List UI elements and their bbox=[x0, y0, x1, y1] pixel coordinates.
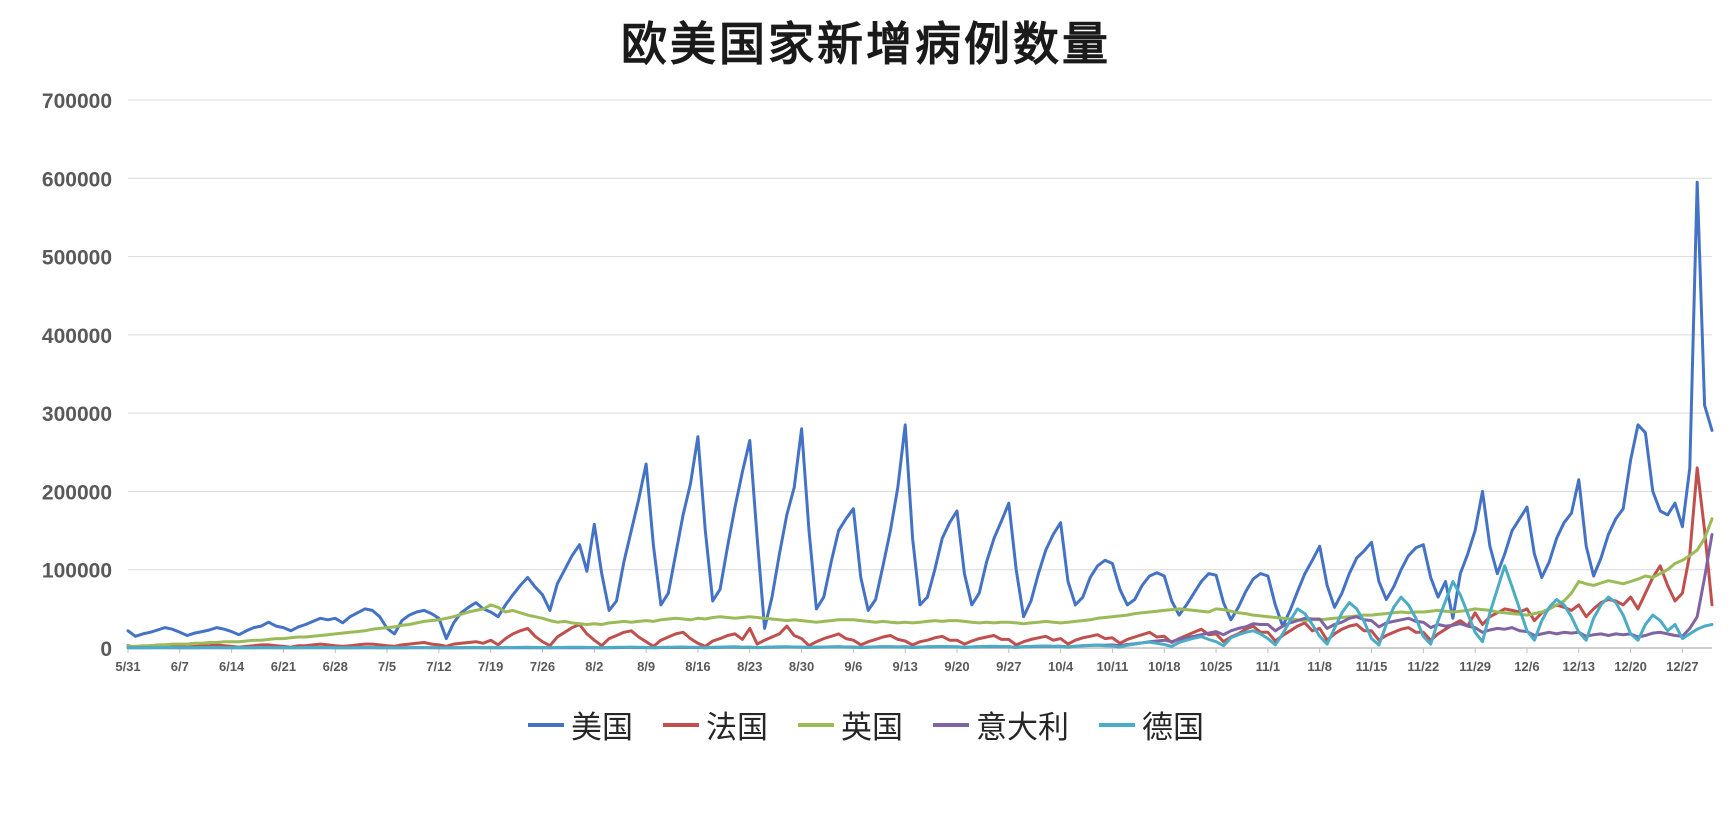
series-line-uk bbox=[126, 517, 1714, 648]
svg-text:9/27: 9/27 bbox=[996, 659, 1021, 674]
chart-title: 欧美国家新增病例数量 bbox=[621, 18, 1111, 70]
svg-text:11/22: 11/22 bbox=[1407, 659, 1439, 674]
svg-text:500000: 500000 bbox=[42, 247, 112, 270]
legend-item-germany: 德国 bbox=[1099, 702, 1204, 747]
svg-text:8/2: 8/2 bbox=[585, 659, 603, 674]
legend-item-france: 法国 bbox=[663, 702, 768, 747]
legend-label-usa: 美国 bbox=[571, 710, 633, 745]
svg-text:12/27: 12/27 bbox=[1666, 659, 1699, 674]
svg-text:7/5: 7/5 bbox=[378, 659, 396, 674]
svg-text:7/19: 7/19 bbox=[478, 659, 503, 674]
svg-text:8/30: 8/30 bbox=[789, 659, 814, 674]
legend-swatch-france bbox=[663, 722, 699, 727]
svg-text:10/11: 10/11 bbox=[1097, 659, 1129, 674]
svg-text:11/29: 11/29 bbox=[1459, 659, 1491, 674]
svg-text:12/6: 12/6 bbox=[1514, 659, 1539, 674]
svg-text:8/16: 8/16 bbox=[685, 659, 710, 674]
svg-text:9/20: 9/20 bbox=[944, 659, 969, 674]
svg-text:600000: 600000 bbox=[42, 168, 112, 191]
svg-text:12/20: 12/20 bbox=[1614, 659, 1647, 674]
legend-item-uk: 英国 bbox=[798, 702, 903, 747]
svg-text:6/21: 6/21 bbox=[271, 659, 296, 674]
legend-item-usa: 美国 bbox=[528, 702, 633, 747]
legend-swatch-germany bbox=[1099, 722, 1135, 727]
svg-text:300000: 300000 bbox=[42, 403, 112, 426]
legend-swatch-uk bbox=[798, 722, 834, 727]
series-lines bbox=[126, 180, 1714, 650]
legend-swatch-italy bbox=[933, 722, 969, 727]
svg-text:11/15: 11/15 bbox=[1356, 659, 1388, 674]
svg-text:5/31: 5/31 bbox=[115, 659, 140, 674]
svg-text:12/13: 12/13 bbox=[1562, 659, 1595, 674]
svg-text:9/13: 9/13 bbox=[893, 659, 918, 674]
series-line-france bbox=[126, 466, 1714, 649]
svg-text:200000: 200000 bbox=[42, 481, 112, 504]
svg-text:8/23: 8/23 bbox=[737, 659, 762, 674]
legend-label-italy: 意大利 bbox=[976, 710, 1069, 745]
gridlines bbox=[128, 99, 1712, 571]
svg-text:0: 0 bbox=[100, 638, 112, 661]
svg-text:10/25: 10/25 bbox=[1200, 659, 1233, 674]
x-axis-labels: 5/31 6/7 6/14 6/21 6/28 7/5 7/12 7/19 7/26 8/2 8/9… bbox=[115, 659, 1698, 674]
svg-text:100000: 100000 bbox=[42, 560, 112, 583]
legend-label-uk: 英国 bbox=[841, 710, 903, 745]
svg-text:7/26: 7/26 bbox=[530, 659, 555, 674]
svg-text:6/28: 6/28 bbox=[323, 659, 348, 674]
svg-text:9/6: 9/6 bbox=[844, 659, 862, 674]
svg-text:400000: 400000 bbox=[42, 325, 112, 348]
svg-text:10/18: 10/18 bbox=[1148, 659, 1181, 674]
series-line-germany bbox=[126, 564, 1714, 650]
svg-text:11/1: 11/1 bbox=[1256, 659, 1281, 674]
svg-text:11/8: 11/8 bbox=[1307, 659, 1332, 674]
svg-text:8/9: 8/9 bbox=[637, 659, 655, 674]
legend-label-france: 法国 bbox=[706, 710, 768, 745]
svg-text:700000: 700000 bbox=[42, 90, 112, 113]
legend-swatch-usa bbox=[528, 722, 564, 727]
legend-item-italy: 意大利 bbox=[933, 702, 1069, 747]
legend-label-germany: 德国 bbox=[1142, 710, 1204, 745]
svg-text:6/14: 6/14 bbox=[219, 659, 245, 674]
svg-text:10/4: 10/4 bbox=[1048, 659, 1074, 674]
chart-legend: 美国 法国 英国 意大利 德国 bbox=[0, 702, 1732, 747]
y-axis-labels: 0 100000 200000 300000 400000 500000 600000 700… bbox=[42, 90, 112, 661]
svg-text:7/12: 7/12 bbox=[426, 659, 451, 674]
svg-text:6/7: 6/7 bbox=[171, 659, 189, 674]
